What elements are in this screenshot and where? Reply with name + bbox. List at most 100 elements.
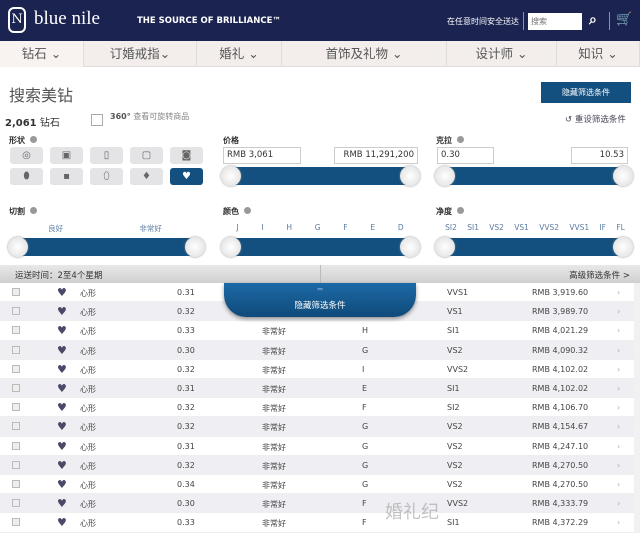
row-checkbox[interactable] — [12, 518, 20, 527]
table-row[interactable]: ♥ 心形 0.33 非常好 H SI1 RMB 4,021.29 › — [0, 321, 640, 341]
chevron-right-icon[interactable]: › — [617, 480, 621, 489]
table-row[interactable]: ♥ 心形 0.31 非常好 G VS2 RMB 4,247.10 › — [0, 436, 640, 456]
blue-nile-logo-icon[interactable]: N — [8, 7, 26, 33]
table-row[interactable]: ♥ 心形 0.32 非常好 F SI2 RMB 4,106.70 › — [0, 398, 640, 418]
cell: F — [362, 499, 367, 509]
chevron-right-icon[interactable]: › — [617, 403, 621, 413]
price-max-handle[interactable] — [400, 166, 420, 186]
hide-filters-pull-tab[interactable]: ═ 隐藏筛选条件 — [224, 283, 416, 317]
cart-icon[interactable]: 🛒 — [616, 12, 633, 27]
heart-shape-icon: ♥ — [57, 497, 67, 511]
color-slider[interactable] — [221, 237, 420, 257]
heart-shape-icon: ♥ — [57, 401, 67, 415]
row-checkbox[interactable] — [12, 326, 20, 335]
cell: 心形 — [80, 519, 96, 529]
cut-min-handle[interactable] — [8, 237, 28, 257]
shape-option-2[interactable]: ▯ — [90, 147, 123, 164]
table-row[interactable]: ♥ 心形 0.32 非常好 I VVS2 RMB 4,102.02 › — [0, 359, 640, 379]
advanced-filters-link[interactable]: 高级筛选条件 > — [569, 271, 630, 281]
cell: 心形 — [80, 423, 96, 433]
shape-option-9[interactable]: ♥ — [170, 168, 203, 185]
cell: 0.32 — [177, 422, 195, 432]
table-row[interactable]: ♥ 心形 0.32 非常好 G VS2 RMB 4,154.67 › — [0, 417, 640, 437]
row-checkbox[interactable] — [12, 288, 20, 296]
chevron-right-icon[interactable]: › — [617, 345, 621, 355]
chevron-right-icon[interactable]: › — [617, 441, 621, 451]
chevron-right-icon[interactable]: › — [617, 422, 621, 432]
row-checkbox[interactable] — [12, 460, 20, 469]
row-checkbox[interactable] — [12, 441, 20, 450]
clarity-max-handle[interactable] — [613, 237, 633, 257]
price-min-handle[interactable] — [221, 166, 241, 186]
price-min-input[interactable]: RMB 3,061 — [223, 147, 301, 164]
rotatable-checkbox[interactable] — [91, 114, 103, 126]
shipping-link[interactable]: 在任意时间安全送达 — [447, 17, 519, 26]
chevron-right-icon[interactable]: › — [617, 518, 621, 528]
table-row[interactable]: ♥ 心形 0.34 非常好 G VS2 RMB 4,270.50 › — [0, 475, 640, 495]
shape-option-7[interactable]: ⬯ — [90, 168, 123, 185]
shape-option-6[interactable]: ▪ — [50, 168, 83, 185]
chevron-right-icon[interactable]: › — [617, 364, 621, 374]
row-checkbox[interactable] — [12, 307, 20, 316]
row-checkbox[interactable] — [12, 422, 20, 431]
row-checkbox[interactable] — [12, 384, 20, 392]
reset-filters-link[interactable]: ↺ 重设筛选条件 — [565, 115, 626, 125]
cell: VVS2 — [447, 364, 469, 374]
row-checkbox[interactable] — [12, 403, 20, 412]
row-checkbox[interactable] — [12, 345, 20, 354]
carat-slider[interactable] — [435, 166, 633, 186]
color-label: 颜色 — [223, 206, 251, 217]
price-slider[interactable] — [221, 166, 420, 186]
view-360-option[interactable]: 360° 查看可旋转商品 — [110, 111, 189, 122]
divider — [320, 265, 321, 283]
table-row[interactable]: ♥ 心形 0.32 非常好 G VS2 RMB 4,270.50 › — [0, 455, 640, 475]
nav-designers[interactable]: 设计师 ⌄ — [447, 41, 557, 67]
chevron-right-icon[interactable]: › — [617, 288, 621, 297]
clarity-min-handle[interactable] — [435, 237, 455, 257]
shape-option-5[interactable]: ⬮ — [10, 168, 43, 185]
carat-min-handle[interactable] — [435, 166, 455, 186]
shape-option-1[interactable]: ▣ — [50, 147, 83, 164]
cut-max-handle[interactable] — [185, 237, 205, 257]
price-max-input[interactable]: RMB 11,291,200 — [334, 147, 418, 164]
color-tick: F — [343, 223, 348, 232]
shape-option-8[interactable]: ♦ — [130, 168, 163, 185]
nav-engagement-rings[interactable]: 订婚戒指⌄ — [84, 41, 197, 67]
nav-diamonds[interactable]: 钻石 ⌄ — [0, 41, 84, 67]
carat-max-handle[interactable] — [613, 166, 633, 186]
row-checkbox[interactable] — [12, 364, 20, 373]
logo-text[interactable]: blue nile — [34, 8, 100, 29]
heart-shape-icon: ♥ — [57, 324, 67, 338]
nav-wedding[interactable]: 婚礼 ⌄ — [197, 41, 282, 67]
scrollbar[interactable] — [634, 283, 640, 533]
color-min-handle[interactable] — [221, 237, 241, 257]
chevron-right-icon[interactable]: › — [617, 326, 621, 336]
cell: F — [362, 518, 367, 528]
search-icon[interactable]: ⌕ — [589, 12, 597, 28]
shape-option-4[interactable]: ◙ — [170, 147, 203, 164]
cut-slider[interactable] — [8, 237, 205, 257]
chevron-right-icon[interactable]: › — [617, 460, 621, 470]
row-checkbox[interactable] — [12, 499, 20, 508]
search-input[interactable] — [528, 13, 582, 30]
chevron-right-icon[interactable]: › — [617, 499, 621, 509]
carat-label: 克拉 — [436, 135, 464, 146]
carat-max-input[interactable]: 10.53 — [571, 147, 628, 164]
chevron-right-icon[interactable]: › — [617, 307, 621, 317]
color-max-handle[interactable] — [400, 237, 420, 257]
shape-option-0[interactable]: ◎ — [10, 147, 43, 164]
chevron-right-icon[interactable]: › — [617, 384, 621, 393]
row-checkbox[interactable] — [12, 480, 20, 488]
nav-education[interactable]: 知识 ⌄ — [557, 41, 640, 67]
watermark: 婚礼纪 — [385, 502, 439, 523]
table-row[interactable]: ♥ 心形 0.31 非常好 E SI1 RMB 4,102.02 › — [0, 379, 640, 399]
carat-min-input[interactable]: 0.30 — [437, 147, 494, 164]
shape-option-3[interactable]: ▢ — [130, 147, 163, 164]
table-row[interactable]: ♥ 心形 0.30 非常好 G VS2 RMB 4,090.32 › — [0, 340, 640, 360]
hide-filters-button[interactable]: 隐藏筛选条件 — [541, 82, 631, 103]
clarity-slider[interactable] — [435, 237, 633, 257]
nav-jewelry-gifts[interactable]: 首饰及礼物 ⌄ — [282, 41, 447, 67]
cell: 非常好 — [262, 327, 286, 337]
table-row[interactable]: ♥ 心形 0.33 非常好 F SI1 RMB 4,372.29 › — [0, 513, 640, 533]
table-row[interactable]: ♥ 心形 0.30 非常好 F VVS2 RMB 4,333.79 › — [0, 494, 640, 514]
